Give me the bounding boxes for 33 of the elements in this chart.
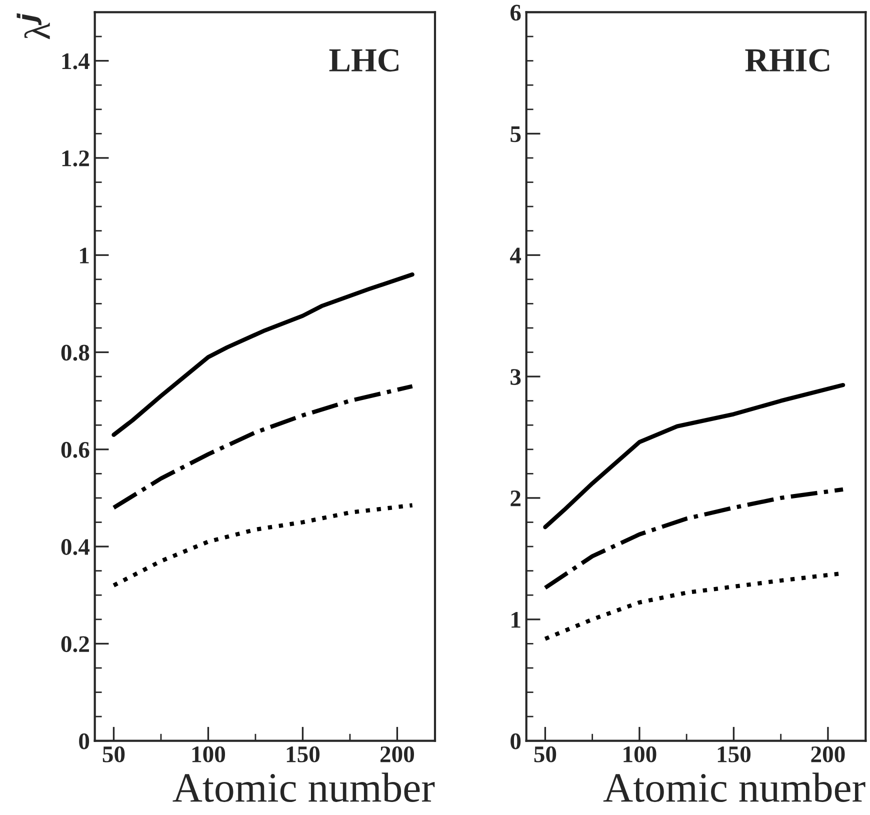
y-tick-label: 4 (510, 248, 522, 264)
annotation: LHC (329, 49, 398, 72)
y-tick-label: 1.2 (62, 150, 89, 166)
y-tick-label: 1.4 (62, 53, 90, 70)
y-tick-label: 2 (510, 490, 520, 506)
y-tick-label: 0.4 (61, 539, 90, 556)
x-tick-label: 150 (718, 746, 751, 762)
y-tick-label: 1 (512, 612, 520, 628)
y-tick-label: 0 (510, 733, 521, 750)
x-tick-label: 200 (811, 746, 845, 762)
x-tick-label: 100 (192, 746, 226, 762)
x-tick-label: 150 (286, 746, 320, 762)
line-series (543, 487, 846, 590)
line-series (112, 272, 414, 437)
x-tick-label: 100 (624, 746, 656, 762)
y-tick-label: 6 (510, 4, 521, 21)
y-tick-label: 1 (80, 248, 89, 264)
y-axis-title: λ$^{j}$ (16, 13, 50, 40)
y-tick-label: 0.2 (61, 636, 89, 652)
x-tick-label: 50 (102, 746, 125, 762)
y-tick-label: 0.8 (61, 344, 90, 361)
y-tick-label: 0 (79, 733, 90, 750)
x-tick-label: 50 (534, 746, 556, 762)
line-series (112, 503, 414, 588)
y-tick-label: 3 (510, 369, 521, 385)
x-axis-title: Atomic number (172, 772, 435, 802)
x-tick-label: 200 (380, 746, 414, 762)
y-tick-label: 5 (510, 126, 521, 142)
x-axis-title: Atomic number (603, 772, 866, 802)
y-tick-label: 0.6 (61, 442, 90, 458)
line-series (543, 382, 846, 530)
line-series (112, 384, 414, 510)
annotation: RHIC (745, 49, 830, 72)
